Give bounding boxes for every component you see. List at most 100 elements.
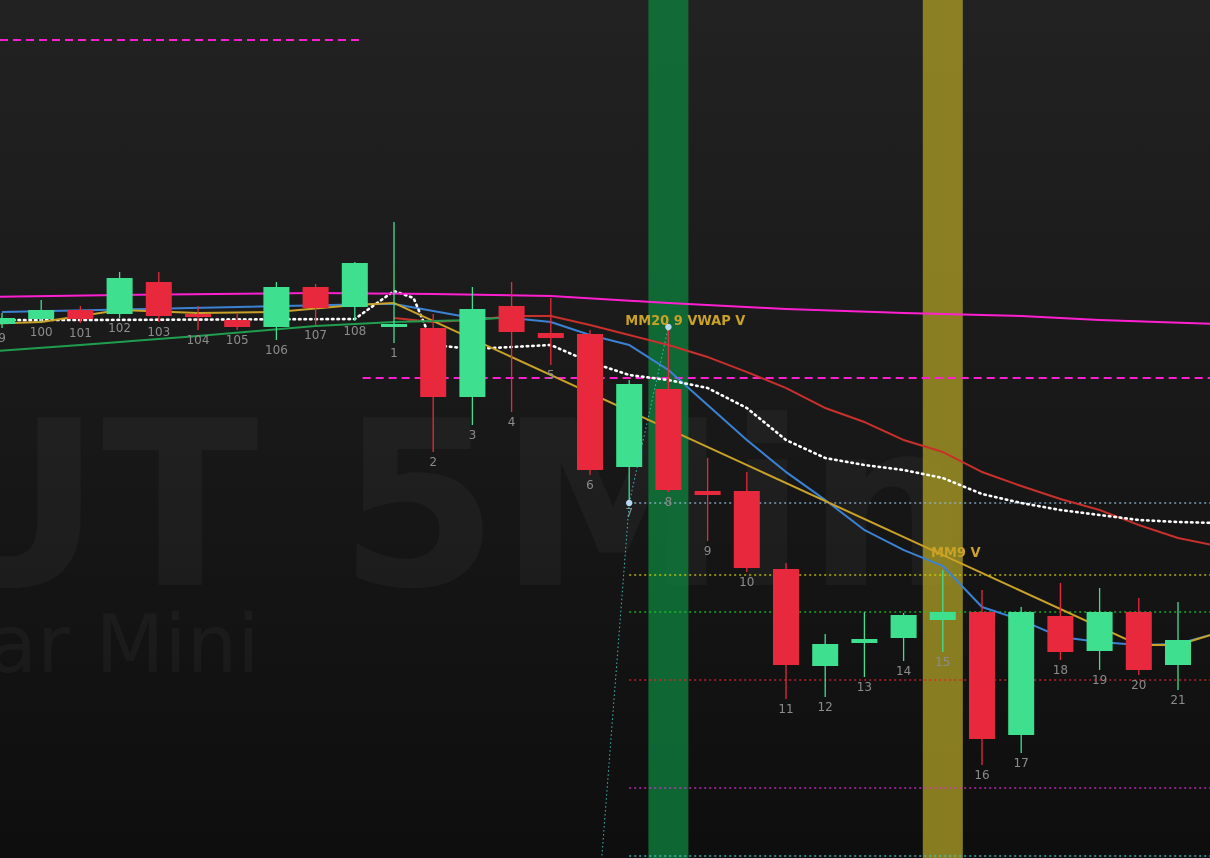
candle-body	[0, 318, 15, 324]
candle-body	[1125, 612, 1152, 670]
gold-zone	[922, 0, 963, 858]
candle-20[interactable]	[733, 472, 760, 572]
bar-label-11: 11	[778, 702, 793, 716]
candle-body	[969, 612, 995, 739]
candles[interactable]	[0, 222, 1191, 765]
candle-25[interactable]	[929, 570, 956, 652]
candle-17[interactable]	[616, 380, 643, 503]
candle-26[interactable]	[969, 590, 995, 765]
candle-body	[655, 389, 682, 490]
candle-body	[341, 263, 368, 307]
connectors	[601, 323, 672, 858]
bar-label-3: 3	[469, 428, 477, 442]
bar-label-19: 19	[1092, 673, 1107, 687]
candle-body	[381, 324, 407, 327]
bar-label-103: 103	[147, 325, 170, 339]
candle-24[interactable]	[890, 613, 917, 661]
marker-bar-8	[665, 323, 672, 331]
candle-18[interactable]	[655, 327, 682, 492]
bar-label-10: 10	[739, 575, 754, 589]
candle-11[interactable]	[381, 222, 407, 343]
candle-2[interactable]	[28, 300, 55, 322]
bar-label-107: 107	[304, 328, 327, 342]
candle-30[interactable]	[1125, 598, 1152, 675]
candle-body	[537, 333, 564, 338]
bar-label-8: 8	[665, 495, 673, 509]
bar-label-4: 4	[508, 415, 516, 429]
candle-body	[145, 282, 172, 316]
bar-label-6: 6	[586, 478, 594, 492]
candle-body	[67, 310, 94, 319]
candle-8[interactable]	[263, 282, 290, 340]
candle-body	[812, 644, 839, 666]
bar-label-105: 105	[226, 333, 249, 347]
candle-4[interactable]	[106, 272, 133, 318]
candle-body	[224, 320, 251, 327]
candle-body	[616, 384, 643, 467]
candle-28[interactable]	[1047, 583, 1074, 660]
candle-body	[890, 615, 917, 638]
candle-body	[420, 328, 447, 397]
bar-label-16: 16	[974, 768, 989, 782]
bar-label-100: 100	[30, 325, 53, 339]
price-levels	[0, 39, 1210, 857]
series-vwap	[0, 289, 1210, 525]
candle-12[interactable]	[420, 314, 447, 452]
candle-body	[733, 491, 760, 568]
bar-label-9: 9	[704, 544, 712, 558]
candle-14[interactable]	[498, 282, 525, 412]
candle-body	[1008, 612, 1035, 735]
candle-body	[1165, 640, 1191, 665]
candle-body	[1086, 612, 1113, 651]
bar-label-2: 2	[429, 455, 437, 469]
candle-23[interactable]	[851, 612, 878, 677]
bar-label-18: 18	[1053, 663, 1068, 677]
bar-label-102: 102	[108, 321, 131, 335]
bar-label-106: 106	[265, 343, 288, 357]
candle-body	[694, 491, 721, 495]
candle-31[interactable]	[1165, 602, 1191, 690]
candle-body	[773, 569, 799, 665]
candle-9[interactable]	[302, 284, 329, 325]
candle-16[interactable]	[577, 330, 603, 475]
candle-10[interactable]	[341, 262, 368, 321]
bar-label-101: 101	[69, 326, 92, 340]
candle-body	[185, 314, 211, 317]
candle-1[interactable]	[0, 313, 15, 328]
watermark-subtitle: ar Mini	[0, 598, 260, 691]
candle-15[interactable]	[537, 298, 564, 365]
bar-label-15: 15	[935, 655, 950, 669]
bar-label-9: 9	[0, 331, 6, 345]
series-mm20	[393, 315, 1210, 546]
annotations: MM20 9 VWAP V MM9 V	[625, 314, 980, 561]
candle-27[interactable]	[1008, 607, 1035, 753]
candle-3[interactable]	[67, 306, 94, 323]
candle-body	[263, 287, 290, 327]
bar-label-12: 12	[818, 700, 833, 714]
candle-body	[1047, 616, 1074, 652]
annotation-2: MM9 V	[931, 546, 981, 561]
candle-body	[577, 334, 603, 470]
candle-13[interactable]	[459, 287, 486, 425]
candle-7[interactable]	[224, 314, 251, 330]
bar-label-17: 17	[1014, 756, 1029, 770]
candle-21[interactable]	[773, 563, 799, 699]
candle-29[interactable]	[1086, 588, 1113, 670]
candle-body	[106, 278, 133, 314]
bar-label-14: 14	[896, 664, 911, 678]
bar-label-5: 5	[547, 368, 555, 382]
candle-22[interactable]	[812, 634, 839, 697]
candle-body	[929, 612, 956, 620]
bar-label-1: 1	[390, 346, 398, 360]
bar-label-104: 104	[187, 333, 210, 347]
candle-body	[459, 309, 486, 397]
candle-5[interactable]	[145, 272, 172, 322]
candle-body	[498, 306, 525, 332]
bar-label-108: 108	[343, 324, 366, 338]
candle-6[interactable]	[185, 306, 211, 330]
candle-19[interactable]	[694, 458, 721, 541]
bar-label-7: 7	[625, 506, 633, 520]
